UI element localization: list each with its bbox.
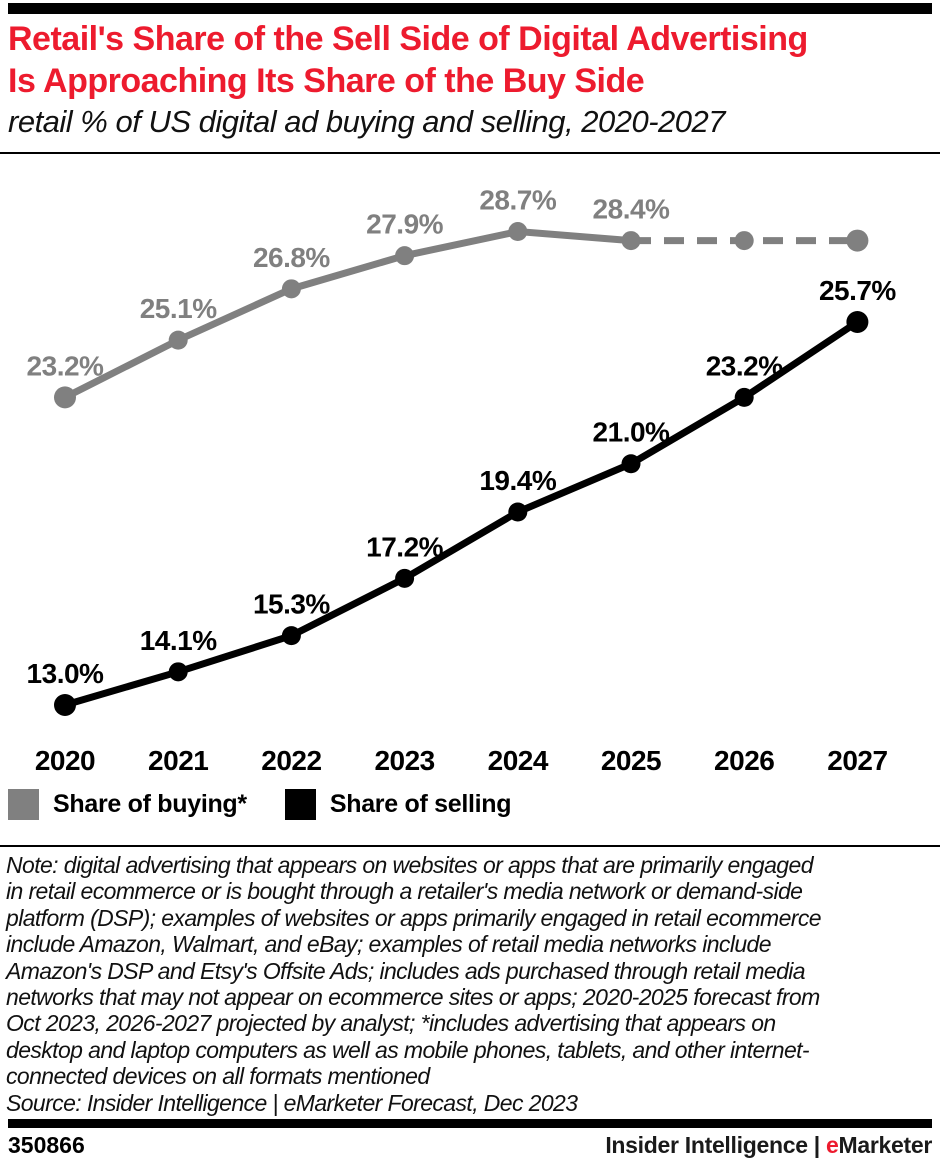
chart-legend: Share of buying* Share of selling [8,789,512,820]
buying-data-point [734,231,754,251]
buying-data-point [395,246,415,266]
note-line: desktop and laptop computers as well as … [6,1036,810,1063]
footnote-block: Note: digital advertising that appears o… [6,852,938,1116]
x-axis-label: 2026 [714,745,774,776]
buying-data-label: 28.7% [479,185,556,216]
note-line: platform (DSP); examples of websites or … [6,904,822,931]
note-line: include Amazon, Walmart, and eBay; examp… [6,931,772,958]
buying-data-point [281,279,301,299]
buying-data-label: 28.4% [593,194,670,225]
chart-subtitle: retail % of US digital ad buying and sel… [8,104,725,139]
buying-line-solid [63,228,632,401]
selling-legend-label: Share of selling [329,790,512,818]
x-axis-label: 2021 [148,745,208,776]
buying-legend-label: Share of buying* [53,790,247,818]
selling-data-point [168,662,188,682]
buying-data-label: 23.2% [27,350,104,381]
selling-data-point [621,454,641,474]
chart-id: 350866 [8,1132,85,1158]
header-divider [0,152,940,154]
buying-data-label: 26.8% [253,242,330,273]
note-line: Note: digital advertising that appears o… [6,852,813,878]
note-divider [0,845,940,847]
selling-data-point [846,311,869,334]
selling-data-label: 25.7% [819,275,896,306]
selling-data-label: 21.0% [593,417,670,448]
chart-title: Retail's Share of the Sell Side of Digit… [8,18,936,102]
top-rule-bar [8,3,932,14]
selling-data-label: 23.2% [706,350,783,381]
buying-data-label: 27.9% [366,209,443,240]
selling-legend-swatch [284,789,316,820]
note-line: Oct 2023, 2026-2027 projected by analyst… [6,1010,776,1037]
brand-emarketer-rest: Marketer [838,1132,933,1158]
selling-data-label: 13.0% [27,658,104,689]
selling-data-label: 14.1% [140,625,217,656]
buying-data-label: 25.1% [140,293,217,324]
brand-insider-intelligence: Insider Intelligence | [605,1132,826,1158]
selling-data-label: 17.2% [366,531,443,562]
note-line: in retail ecommerce or is bought through… [6,878,803,905]
selling-data-point [281,626,301,646]
footer: 350866 Insider Intelligence | eMarketer [8,1132,932,1159]
selling-data-point [54,694,76,716]
footer-rule-bar [8,1119,932,1128]
brand-emarketer-e: e [826,1132,839,1158]
x-axis-label: 2023 [374,745,434,776]
selling-data-point [508,502,528,522]
selling-line-solid [64,319,860,709]
selling-data-point [395,568,415,588]
selling-data-label: 19.4% [479,465,556,496]
chart-title-line2: Is Approaching Its Share of the Buy Side [8,62,645,100]
source-line: Source: Insider Intelligence | eMarketer… [6,1089,578,1116]
x-axis-label: 2020 [35,745,95,776]
x-axis-label: 2024 [488,745,549,776]
x-axis-label: 2027 [827,745,887,776]
buying-data-point [54,386,76,409]
line-chart-canvas: 23.2% 25.1% 26.8% 27.9% 28.7% 28.4% 13.0% 14.1%… [27,185,897,776]
note-line: Amazon's DSP and Etsy's Offsite Ads; inc… [6,957,806,984]
brand-logo-text: Insider Intelligence | eMarketer [605,1132,932,1159]
buying-data-point [508,222,528,242]
selling-data-point [734,387,754,407]
selling-data-label: 15.3% [253,589,330,620]
legend-item-buying: Share of buying* [8,789,247,820]
buying-legend-swatch [8,789,39,820]
chart-title-line1: Retail's Share of the Sell Side of Digit… [8,20,808,58]
buying-data-point [846,229,869,252]
x-axis-label: 2022 [261,745,321,776]
x-axis-label: 2025 [601,745,661,776]
buying-data-point [168,330,188,350]
buying-data-point [621,231,641,251]
note-line: networks that may not appear on ecommerc… [6,984,820,1011]
note-line: connected devices on all formats mention… [6,1063,430,1090]
legend-item-selling: Share of selling [284,789,512,820]
